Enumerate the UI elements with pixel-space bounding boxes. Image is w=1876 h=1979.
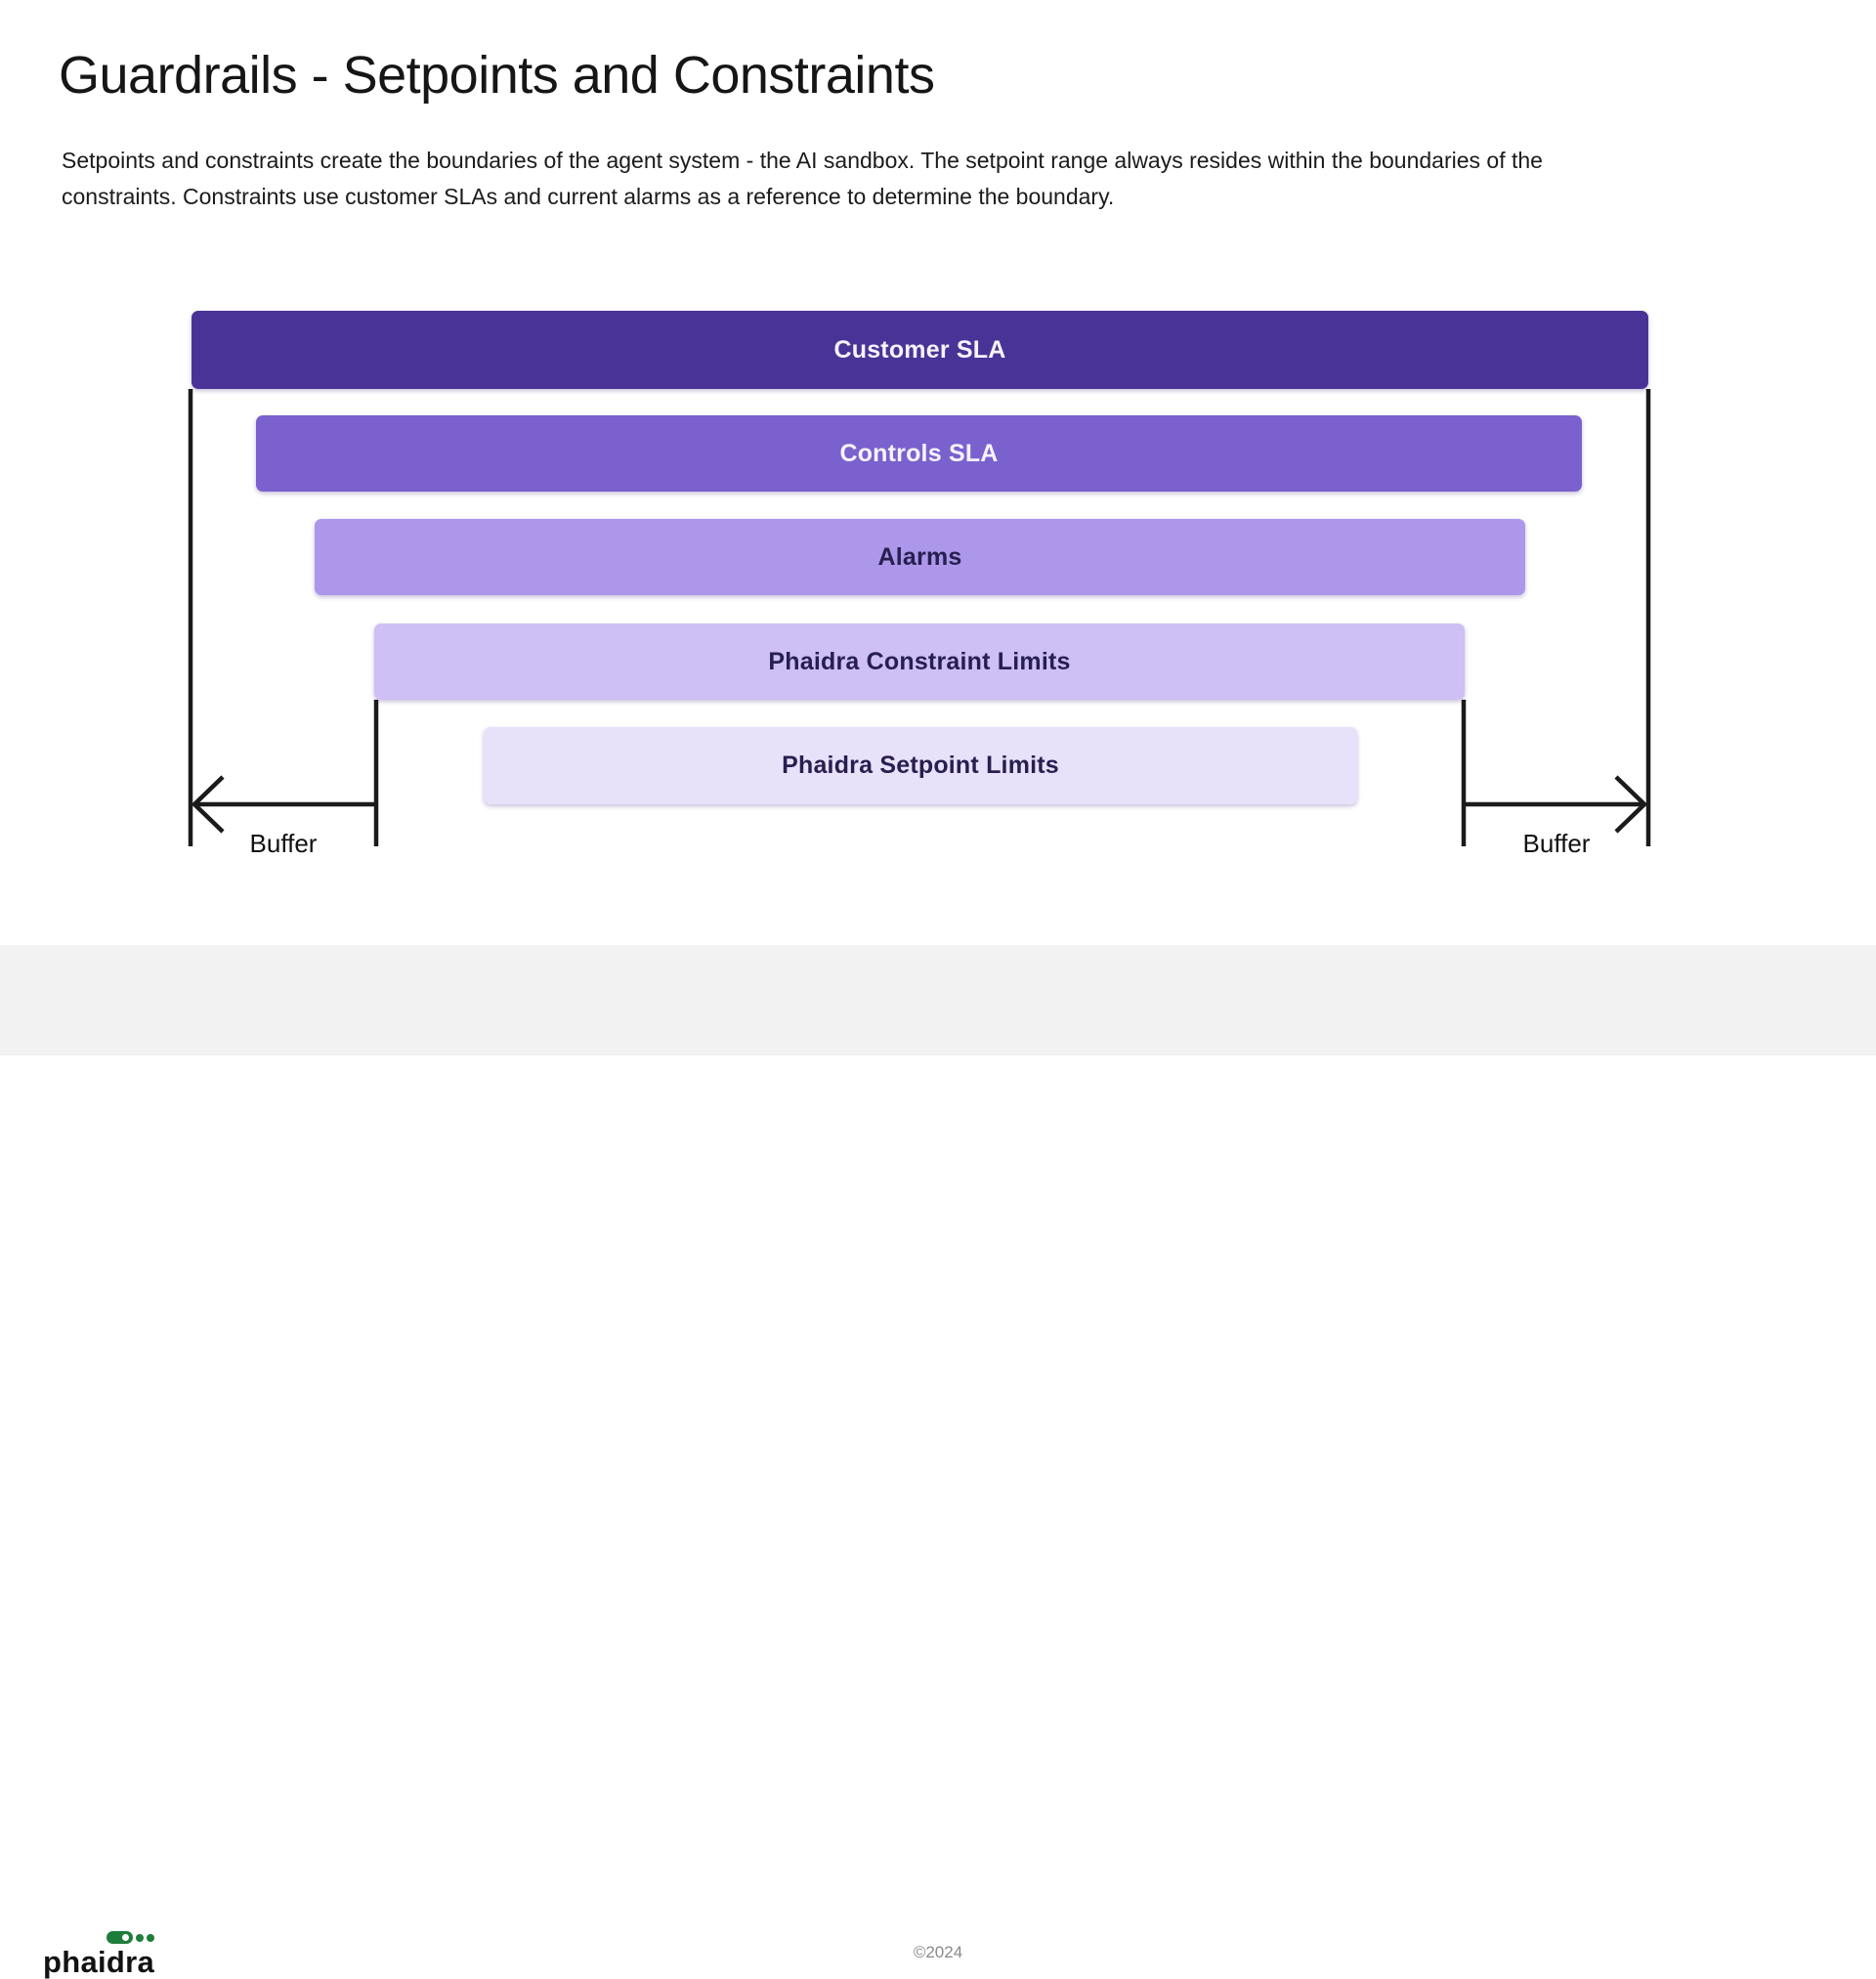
logo-pill-dot (122, 1934, 130, 1941)
right-buffer-arrow (1461, 389, 1651, 846)
bar-label-constraint-limits: Phaidra Constraint Limits (768, 647, 1071, 675)
page-title: Guardrails - Setpoints and Constraints (59, 46, 935, 105)
diagram-bar-controls-sla: Controls SLA (256, 415, 1582, 492)
left-arrowhead-icon (192, 775, 225, 834)
bar-label-setpoint-limits: Phaidra Setpoint Limits (782, 752, 1059, 779)
buffer-label-right: Buffer (1522, 829, 1591, 858)
diagram-bar-customer-sla: Customer SLA (192, 311, 1648, 389)
right-arrowhead-icon (1614, 775, 1647, 834)
bar-label-controls-sla: Controls SLA (839, 439, 999, 467)
intro-paragraph: Setpoints and constraints create the bou… (62, 148, 1543, 209)
logo-dot-1 (136, 1933, 145, 1942)
bar-label-alarms: Alarms (877, 542, 962, 571)
footer-bar: phaidra ©2024 (0, 945, 1876, 1977)
diagram-bar-constraint-limits: Phaidra Constraint Limits (374, 624, 1465, 700)
diagram-bar-setpoint-limits: Phaidra Setpoint Limits (484, 727, 1357, 804)
slide-canvas: Guardrails - Setpoints and Constraints S… (0, 46, 1876, 1977)
logo-dot-2 (147, 1933, 155, 1942)
bar-label-customer-sla: Customer SLA (833, 335, 1006, 364)
copyright-text: ©2024 (913, 1943, 963, 1961)
left-buffer-arrow (188, 389, 379, 846)
diagram-bar-alarms: Alarms (315, 519, 1525, 595)
buffer-label-left: Buffer (249, 829, 318, 858)
